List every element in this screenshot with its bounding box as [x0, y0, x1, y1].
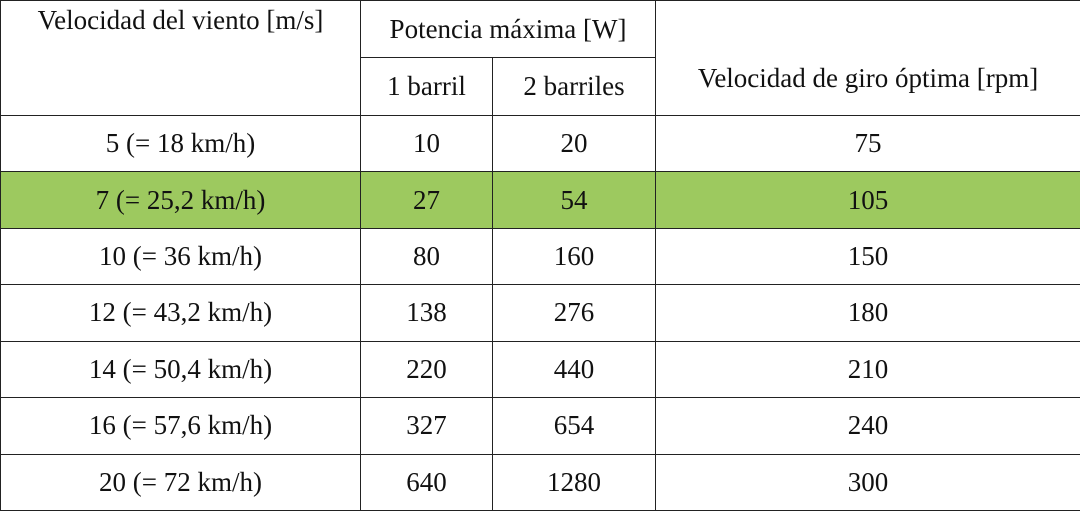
table-cell: 20 — [493, 116, 656, 172]
table-cell: 440 — [493, 341, 656, 397]
table-cell: 16 (= 57,6 km/h) — [1, 398, 361, 454]
table-cell: 640 — [361, 454, 493, 510]
header-cell: 1 barril — [361, 58, 493, 116]
table-cell: 20 (= 72 km/h) — [1, 454, 361, 510]
table-cell: 654 — [493, 398, 656, 454]
header-cell: 2 barriles — [493, 58, 656, 116]
table-cell: 327 — [361, 398, 493, 454]
header-cell: Potencia máxima [W] — [361, 1, 656, 58]
table-cell: 27 — [361, 172, 493, 228]
table-cell: 180 — [656, 285, 1080, 341]
header-cell: Velocidad del viento [m/s] — [1, 1, 361, 116]
table-cell: 5 (= 18 km/h) — [1, 116, 361, 172]
table-cell: 138 — [361, 285, 493, 341]
table-cell: 160 — [493, 228, 656, 284]
table-cell: 14 (= 50,4 km/h) — [1, 341, 361, 397]
table-cell: 10 — [361, 116, 493, 172]
header-row: Velocidad del viento [m/s] Potencia máxi… — [1, 1, 1080, 58]
table-cell: 210 — [656, 341, 1080, 397]
table-cell: 54 — [493, 172, 656, 228]
table-cell: 7 (= 25,2 km/h) — [1, 172, 361, 228]
table-cell: 220 — [361, 341, 493, 397]
table-cell: 12 (= 43,2 km/h) — [1, 285, 361, 341]
table-cell: 75 — [656, 116, 1080, 172]
table-cell: 105 — [656, 172, 1080, 228]
table-cell: 80 — [361, 228, 493, 284]
table-cell: 300 — [656, 454, 1080, 510]
table-cell: 240 — [656, 398, 1080, 454]
table-cell: 10 (= 36 km/h) — [1, 228, 361, 284]
table-cell: 1280 — [493, 454, 656, 510]
header-cell: Velocidad de giro óptima [rpm] — [656, 1, 1080, 116]
table-cell: 276 — [493, 285, 656, 341]
table-cell: 150 — [656, 228, 1080, 284]
